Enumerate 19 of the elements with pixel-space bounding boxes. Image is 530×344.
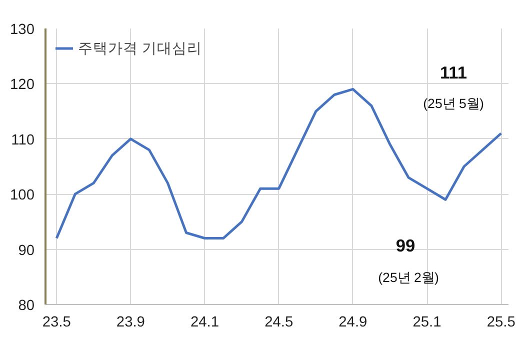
- x-tick-label: 24.9: [338, 314, 368, 330]
- x-tick-label: 25.5: [486, 314, 516, 330]
- y-tick-label: 120: [10, 77, 35, 94]
- annotation: (25년 2월): [378, 270, 439, 285]
- y-tick-label: 80: [18, 298, 35, 314]
- x-tick-label: 25.1: [412, 314, 442, 330]
- x-tick-label: 23.9: [116, 314, 145, 330]
- x-tick-label: 23.5: [42, 314, 71, 330]
- line-series: [55, 88, 502, 240]
- y-tick-label: 100: [10, 188, 35, 204]
- y-tick-label: 110: [11, 132, 35, 148]
- y-tick-label: 90: [18, 242, 35, 259]
- x-tick-label: 24.1: [190, 314, 220, 330]
- y-tick-label: 130: [10, 22, 35, 38]
- annotation: 111: [440, 62, 468, 82]
- x-tick-label: 24.5: [264, 314, 294, 330]
- annotation: (25년 5월): [423, 96, 484, 111]
- annotation: 99: [396, 236, 416, 256]
- legend-label: 주택가격 기대심리: [78, 40, 202, 58]
